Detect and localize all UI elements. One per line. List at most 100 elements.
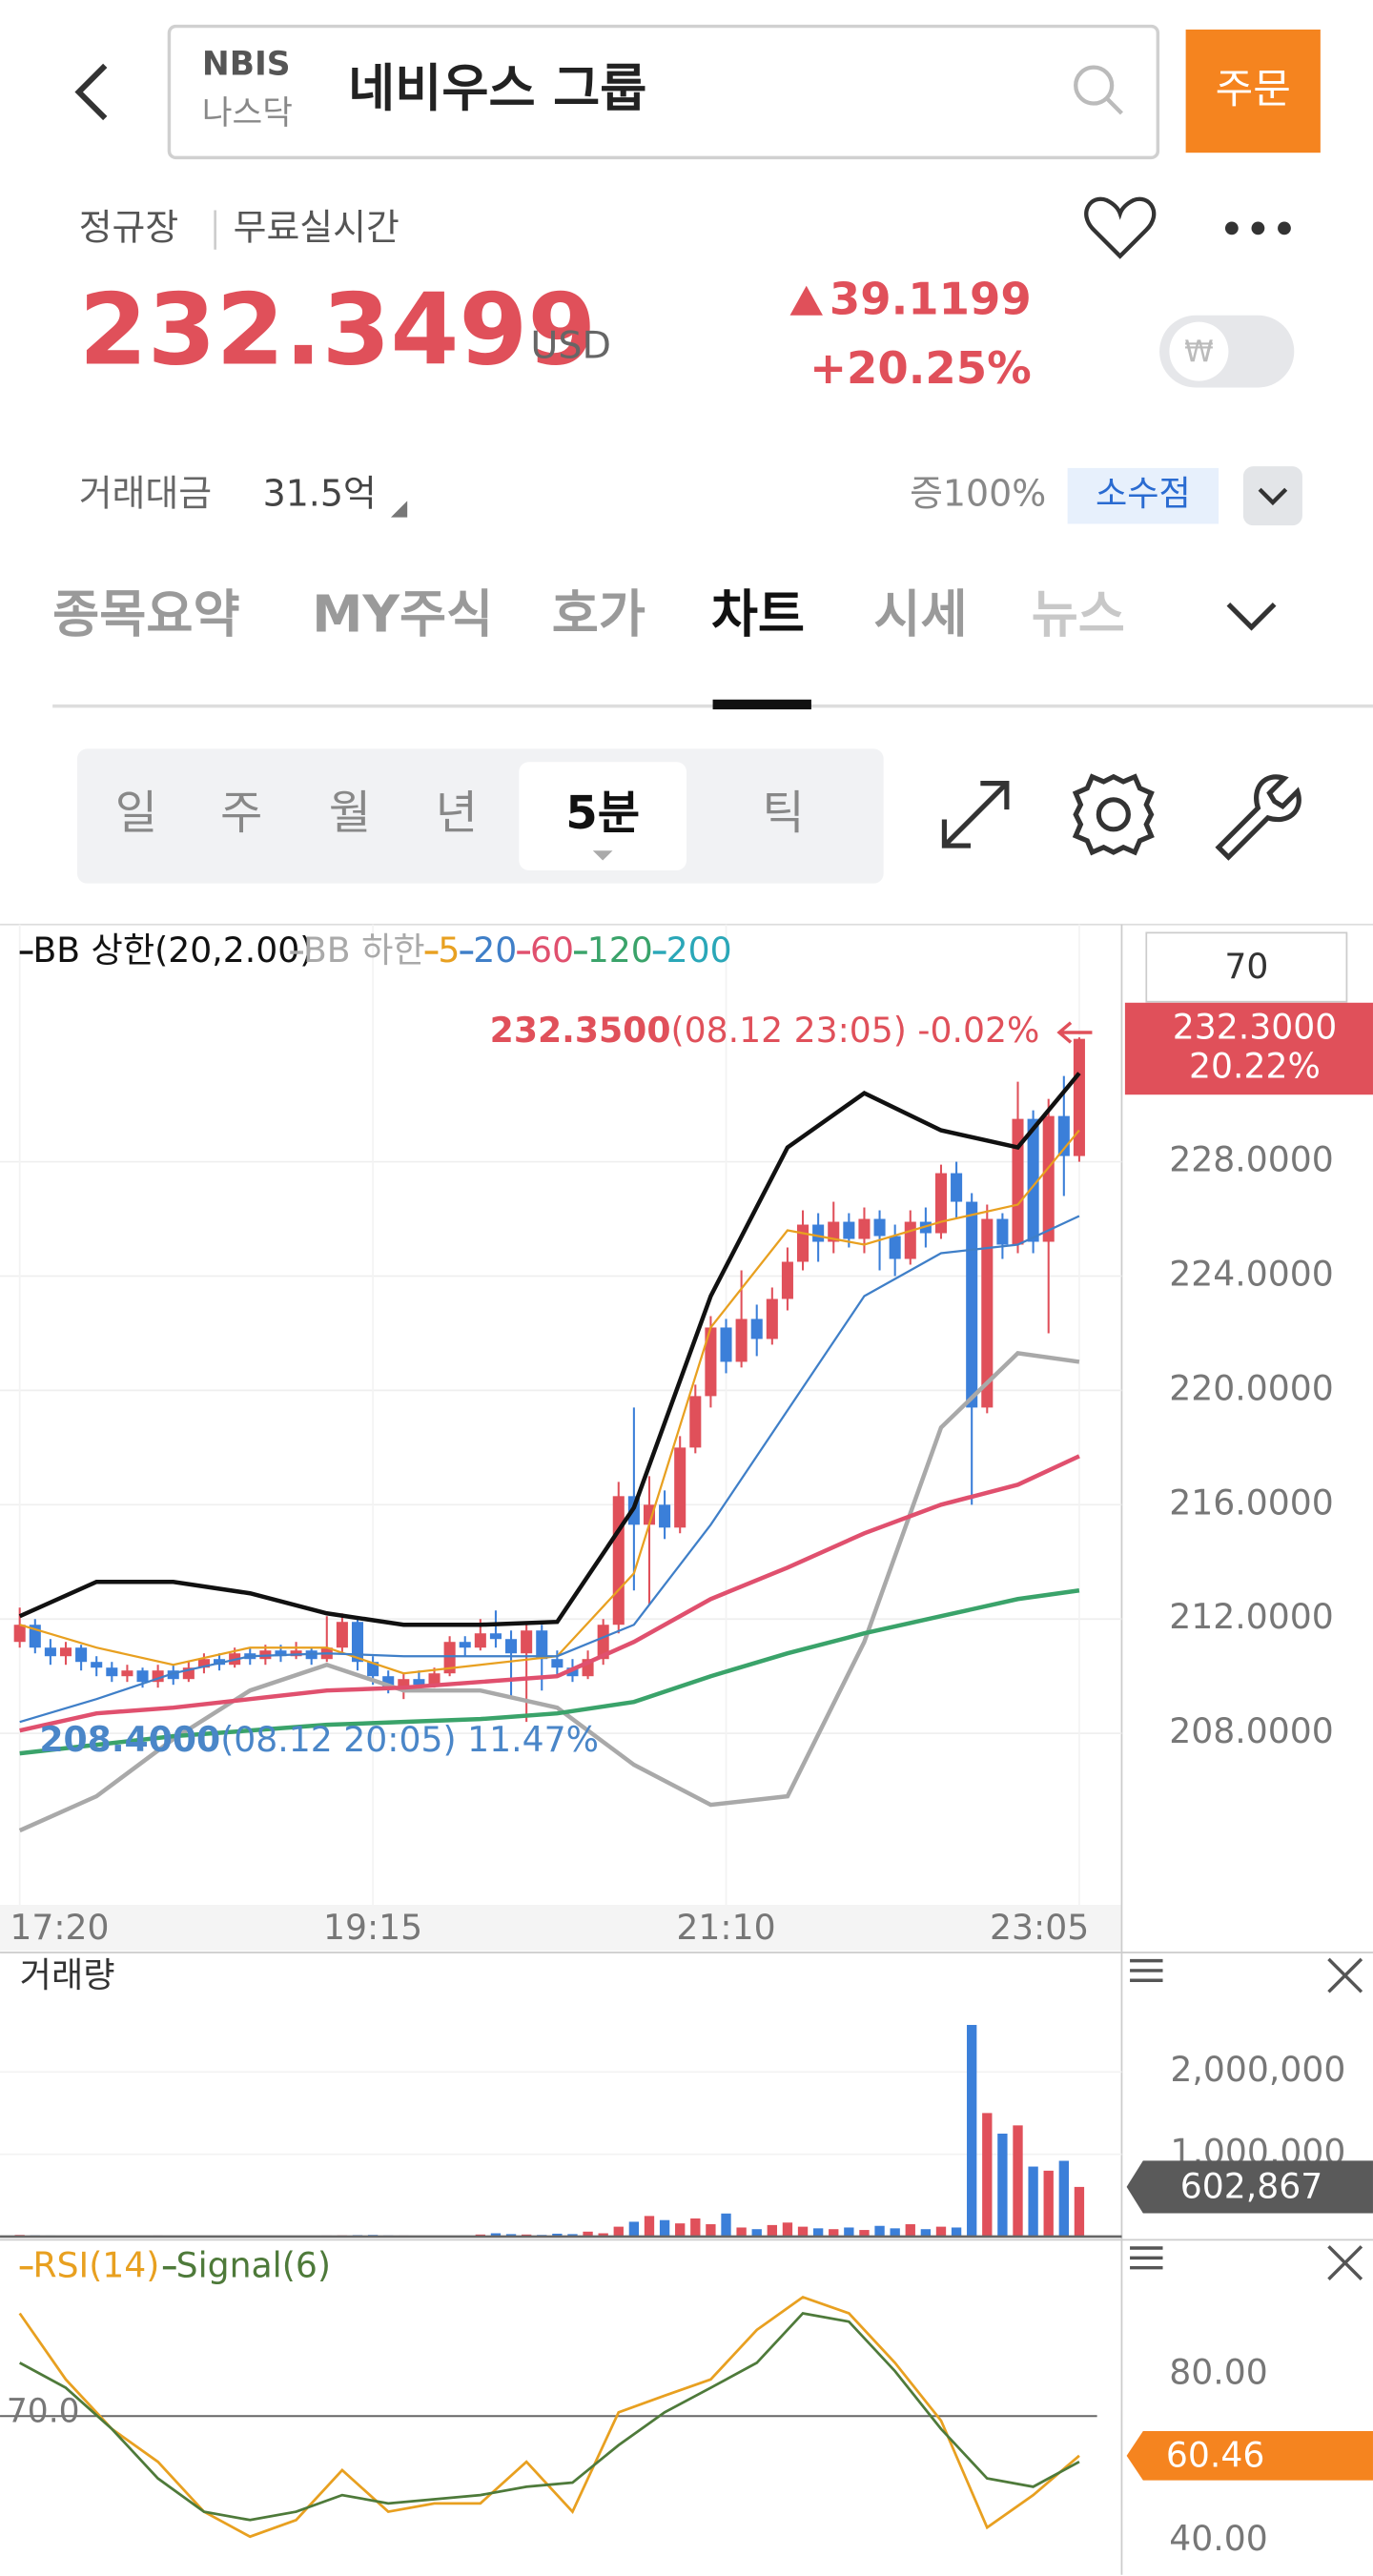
candle-body: [597, 1625, 609, 1660]
candle-body: [720, 1327, 732, 1362]
volume-bar: [644, 2216, 655, 2237]
corner-mark: [390, 501, 408, 518]
charts: 228.0000 224.0000 220.0000 216.0000 212.0000…: [0, 924, 1373, 2559]
volume-bar: [628, 2221, 640, 2237]
pane-close[interactable]: [1327, 2245, 1363, 2280]
candle-body: [659, 1504, 671, 1528]
period-option[interactable]: 틱: [762, 787, 804, 840]
volume-bar: [721, 2213, 731, 2237]
pane-close[interactable]: [1327, 1957, 1363, 1993]
zoom-value[interactable]: 70: [1224, 946, 1268, 987]
tab[interactable]: 시세: [873, 583, 967, 644]
volume-bar: [505, 2234, 517, 2237]
more-button[interactable]: [1224, 221, 1291, 235]
volume-bar: [598, 2233, 608, 2237]
candle-body: [336, 1622, 348, 1648]
y-tick-label: 228.0000: [1169, 1139, 1334, 1180]
candle-body: [413, 1679, 425, 1686]
candle-body: [612, 1496, 625, 1625]
candle-body: [382, 1676, 395, 1688]
period-option[interactable]: 월: [329, 787, 371, 840]
max-note: (08.12 23:05) -0.02%: [671, 1010, 1040, 1051]
period-option[interactable]: 년: [436, 787, 478, 840]
volume-bar: [782, 2222, 793, 2237]
tab[interactable]: 뉴스: [1032, 583, 1125, 644]
fractional-chip[interactable]: [1067, 467, 1219, 524]
currency: USD: [530, 324, 611, 368]
pane-menu[interactable]: [1130, 1958, 1163, 1982]
candle-body: [75, 1647, 88, 1663]
period-options: 일 주 월 년 5분 틱: [115, 787, 805, 840]
volume-bar: [874, 2225, 885, 2237]
legend-label: Signal(6): [176, 2245, 331, 2286]
price: 232.3499: [79, 273, 597, 387]
volume-bar: [751, 2229, 762, 2237]
candle-body: [167, 1670, 179, 1680]
current-rsi: 60.46: [1166, 2435, 1265, 2476]
candle-body: [951, 1173, 963, 1202]
volume-bar: [1058, 2160, 1069, 2237]
candle-body: [750, 1319, 763, 1339]
candle-body: [214, 1659, 226, 1666]
pane-menu[interactable]: [1130, 2246, 1163, 2270]
dropdown-button[interactable]: [1242, 466, 1302, 526]
volume-bar: [736, 2227, 747, 2237]
candle-body: [459, 1642, 471, 1648]
tab[interactable]: 호가: [552, 583, 646, 644]
candle-body: [674, 1447, 686, 1528]
chevron: [1258, 487, 1288, 506]
up-triangle: [789, 285, 823, 316]
legend-label: BB 상한(20,2.00): [32, 930, 313, 971]
session: 정규장: [79, 207, 179, 249]
candle-body: [781, 1261, 793, 1299]
change-pct: +20.25%: [809, 342, 1032, 394]
candle-body: [889, 1236, 901, 1259]
settings-button[interactable]: [1072, 773, 1155, 856]
market: 나스닥: [202, 94, 293, 133]
tabs-expand[interactable]: [1226, 603, 1277, 631]
overlay-line: [19, 1129, 1080, 1675]
period-option[interactable]: 일: [115, 787, 157, 840]
legend-label: RSI(14): [32, 2245, 159, 2286]
period-option[interactable]: 5분: [565, 787, 640, 840]
order-label[interactable]: 주문: [1216, 66, 1291, 113]
current-tag: [1126, 2160, 1373, 2214]
tab[interactable]: 종목요약: [52, 583, 239, 644]
legend-label: 20: [473, 930, 517, 971]
candle-body: [91, 1662, 103, 1668]
search-box[interactable]: [167, 24, 1160, 160]
volume-bar: [690, 2218, 701, 2237]
fullscreen-button[interactable]: [941, 781, 1010, 848]
overlay-line: [19, 1454, 1080, 1733]
y-tick-label: 224.0000: [1169, 1253, 1334, 1294]
volume-bar: [951, 2227, 962, 2237]
back-button[interactable]: [74, 63, 108, 121]
max-arrow: [1056, 1021, 1093, 1044]
volume-bar: [844, 2227, 854, 2237]
candle-body: [121, 1670, 133, 1677]
tab[interactable]: 차트: [711, 583, 805, 644]
favorite-button[interactable]: [1084, 196, 1157, 259]
turnover-label: 거래대금: [79, 473, 212, 515]
min-label: 208.4000: [39, 1719, 220, 1760]
volume-bar: [552, 2233, 563, 2237]
current-price-tag: [1124, 1002, 1373, 1095]
tab[interactable]: MY주식: [312, 583, 493, 644]
fractional-label[interactable]: 소수점: [1096, 473, 1191, 514]
period-caret: [592, 850, 613, 861]
candle-body: [1042, 1115, 1055, 1242]
volume-bar: [997, 2133, 1008, 2237]
volume-bar: [935, 2226, 947, 2237]
tools-button[interactable]: [1215, 774, 1301, 861]
period-option[interactable]: 주: [220, 787, 262, 840]
volume-bar: [1074, 2186, 1085, 2237]
zoom-input[interactable]: [1145, 931, 1348, 1003]
search-icon[interactable]: [1074, 65, 1123, 115]
candle-body: [551, 1659, 564, 1668]
toggle-symbol: ₩: [1184, 335, 1214, 369]
volume-bar: [1013, 2125, 1023, 2237]
order-button[interactable]: [1185, 30, 1321, 153]
y-tick-label: 220.0000: [1169, 1367, 1334, 1408]
current-tag: [1126, 2431, 1373, 2481]
candle-body: [904, 1221, 916, 1259]
